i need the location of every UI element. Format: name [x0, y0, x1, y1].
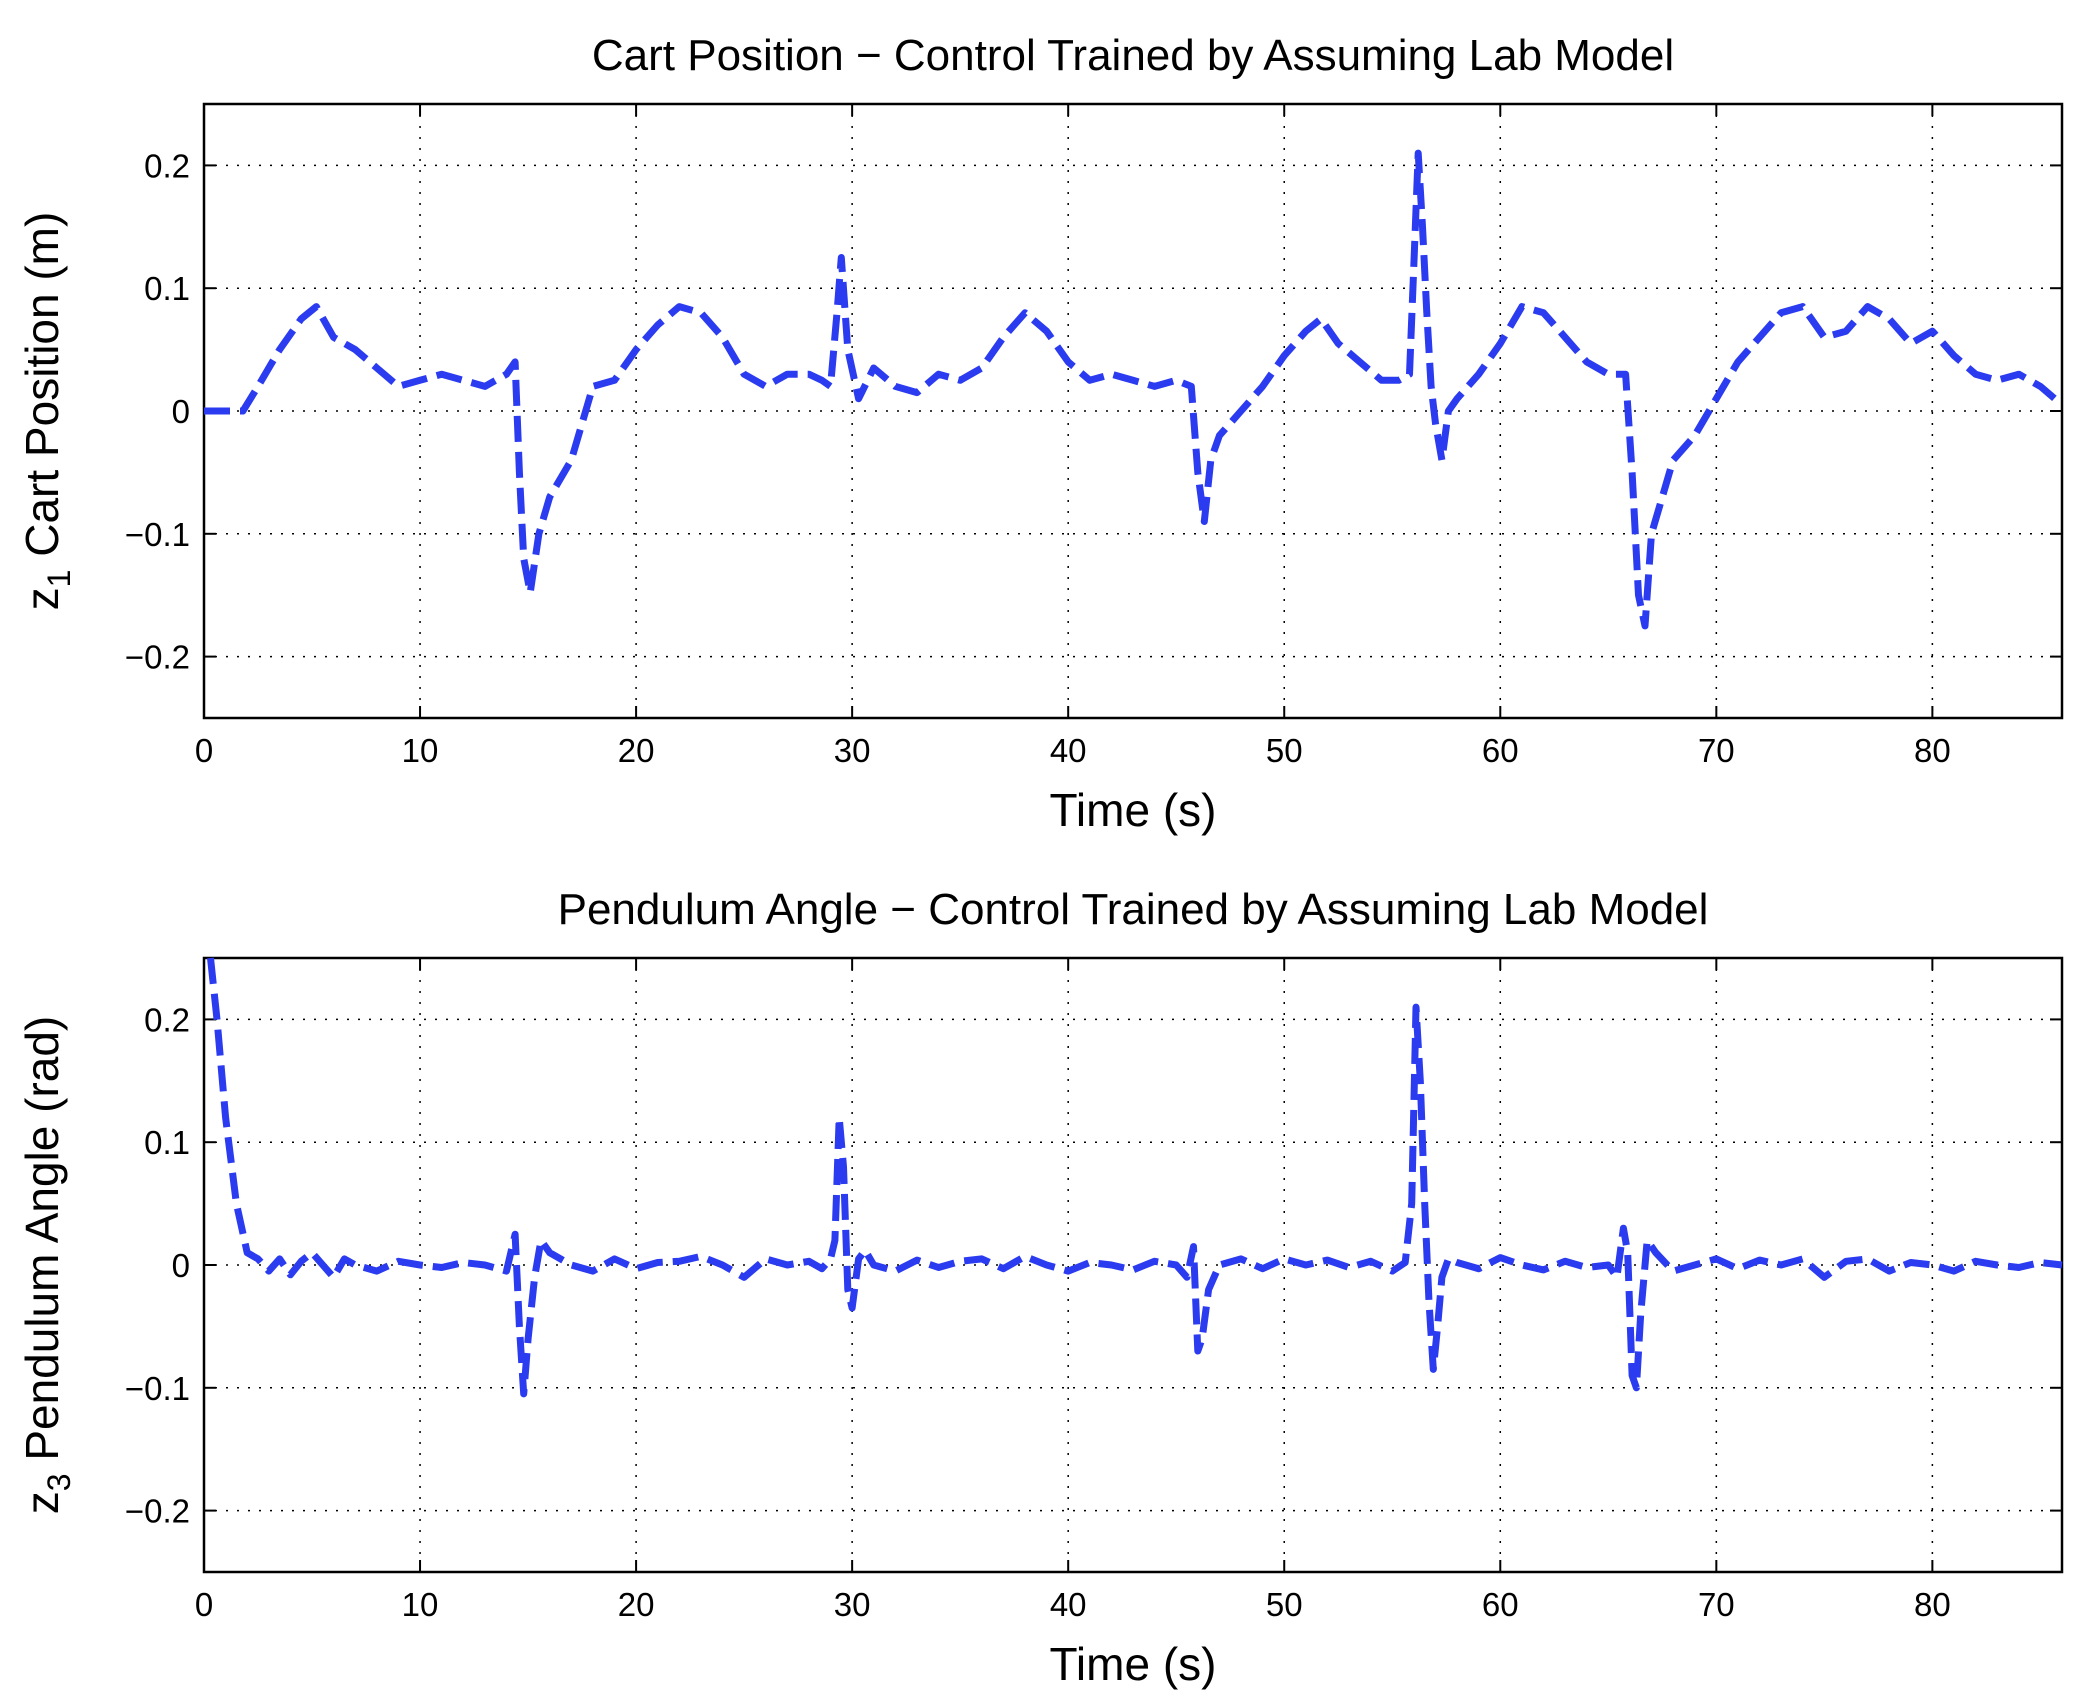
pendulum-x-axis-label: Time (s) — [1050, 1638, 1217, 1690]
cart-series — [204, 149, 2065, 630]
pendulum-series-line — [207, 957, 2063, 1398]
cart-x-tick-label: 10 — [402, 732, 439, 769]
cart-series-line — [204, 149, 2065, 630]
cart-x-tick-label: 80 — [1914, 732, 1951, 769]
pendulum-ticks: 0 10 20 30 40 50 60 70 80 −0.2 −0.1 0 0.1 0.2 — [125, 958, 2062, 1623]
pendulum-x-tick-label: 30 — [834, 1586, 871, 1623]
cart-y-axis-label: z1 Cart Position (m) — [16, 212, 77, 611]
pendulum-y-label-main: z — [16, 1491, 68, 1514]
cart-y-label-subscript: 1 — [41, 570, 77, 588]
pendulum-x-tick-label: 60 — [1482, 1586, 1519, 1623]
cart-y-label-text: Cart Position (m) — [16, 212, 68, 570]
pendulum-y-label-subscript: 3 — [41, 1473, 77, 1491]
cart-chart-title: Cart Position − Control Trained by Assum… — [592, 31, 1674, 80]
pendulum-y-tick-label: −0.1 — [125, 1370, 190, 1407]
pendulum-y-tick-label: 0.1 — [144, 1124, 190, 1161]
cart-x-tick-label: 70 — [1698, 732, 1735, 769]
cart-y-tick-label: 0.1 — [144, 270, 190, 307]
pendulum-y-tick-label: 0 — [172, 1247, 190, 1284]
cart-position-chart: 0 10 20 30 40 50 60 70 80 −0.2 −0.1 0 0.1 0.2 Cart Po… — [16, 31, 2065, 836]
cart-x-tick-label: 30 — [834, 732, 871, 769]
pendulum-y-label-text: Pendulum Angle (rad) — [16, 1016, 68, 1474]
cart-y-tick-label: −0.2 — [125, 639, 190, 676]
cart-y-tick-label: 0 — [172, 393, 190, 430]
pendulum-x-tick-label: 10 — [402, 1586, 439, 1623]
cart-x-tick-label: 20 — [618, 732, 655, 769]
pendulum-series — [207, 957, 2063, 1398]
pendulum-y-tick-label: −0.2 — [125, 1493, 190, 1530]
cart-x-tick-label: 40 — [1050, 732, 1087, 769]
pendulum-chart-title: Pendulum Angle − Control Trained by Assu… — [558, 885, 1709, 934]
cart-y-label-main: z — [16, 587, 68, 610]
pendulum-x-tick-label: 20 — [618, 1586, 655, 1623]
cart-x-tick-label: 50 — [1266, 732, 1303, 769]
cart-grid — [204, 104, 2062, 718]
cart-y-tick-label: 0.2 — [144, 147, 190, 184]
pendulum-x-tick-label: 70 — [1698, 1586, 1735, 1623]
cart-x-tick-label: 0 — [195, 732, 213, 769]
pendulum-x-tick-label: 80 — [1914, 1586, 1951, 1623]
cart-x-tick-label: 60 — [1482, 732, 1519, 769]
pendulum-x-tick-label: 0 — [195, 1586, 213, 1623]
pendulum-angle-chart: 0 10 20 30 40 50 60 70 80 −0.2 −0.1 0 0.1 0.2 Pendulu… — [16, 885, 2064, 1690]
pendulum-grid — [204, 958, 2062, 1572]
pendulum-x-tick-label: 50 — [1266, 1586, 1303, 1623]
pendulum-x-tick-label: 40 — [1050, 1586, 1087, 1623]
cart-ticks: 0 10 20 30 40 50 60 70 80 −0.2 −0.1 0 0.1 0.2 — [125, 104, 2062, 769]
pendulum-y-axis-label: z3 Pendulum Angle (rad) — [16, 1016, 77, 1515]
cart-x-axis-label: Time (s) — [1050, 784, 1217, 836]
cart-plot-area — [202, 102, 2064, 720]
pendulum-y-tick-label: 0.2 — [144, 1001, 190, 1038]
cart-y-tick-label: −0.1 — [125, 516, 190, 553]
